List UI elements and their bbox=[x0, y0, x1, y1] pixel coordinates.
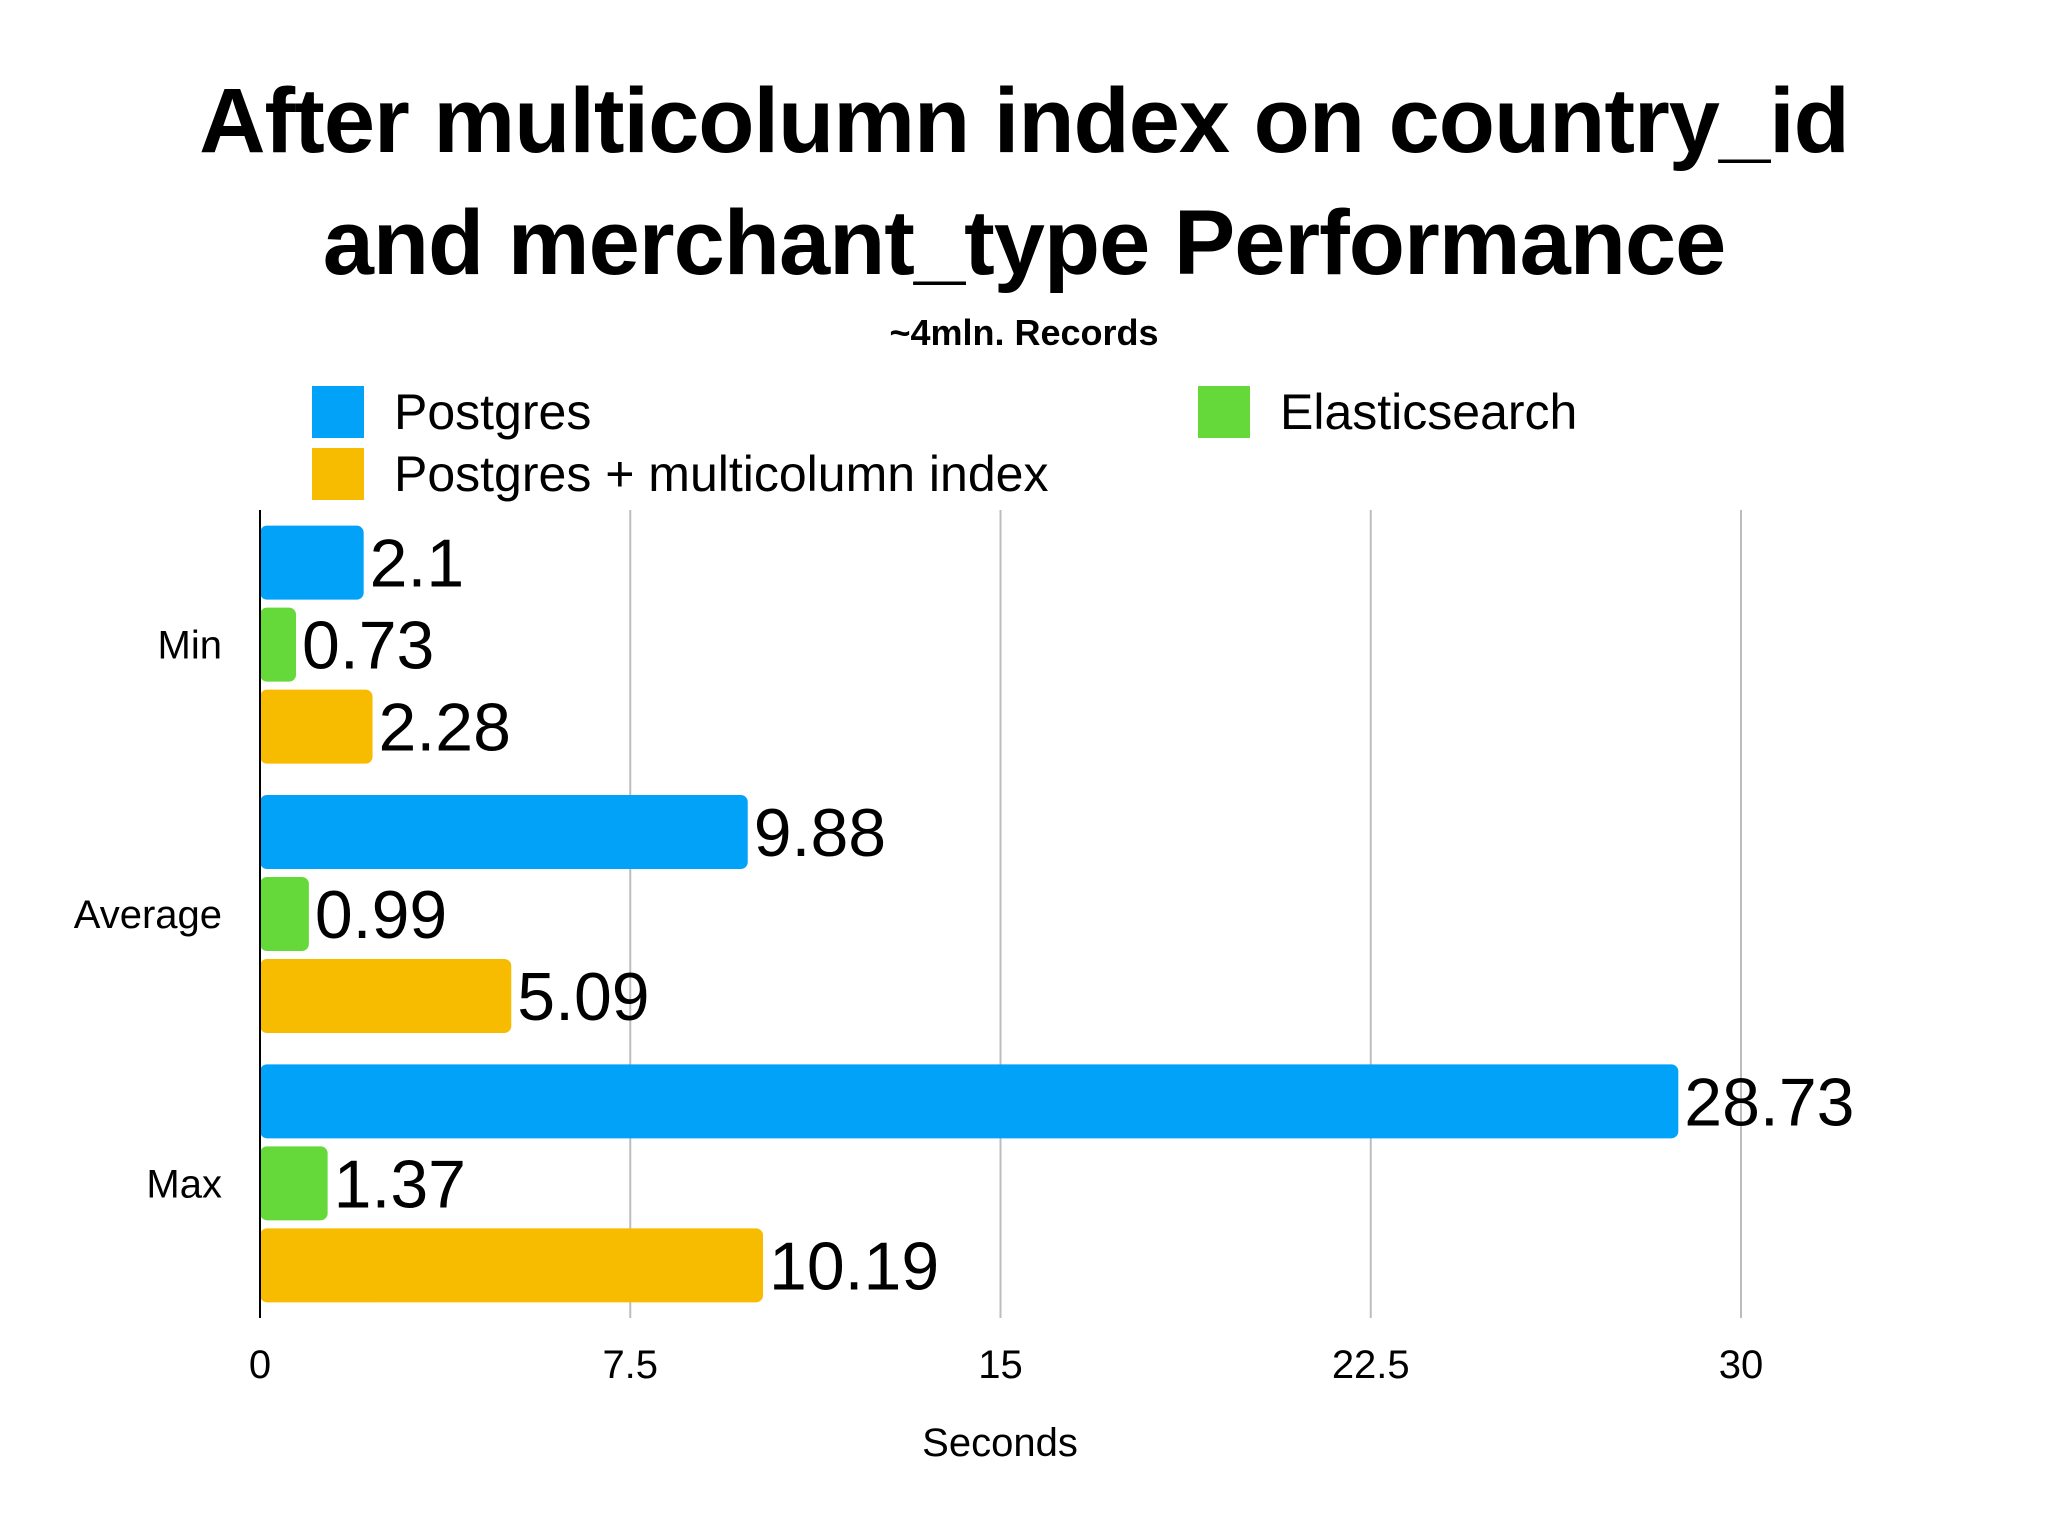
bar-average-postgres bbox=[260, 795, 748, 869]
grid-lines bbox=[629, 510, 1742, 1318]
chart-title-line-1: After multicolumn index on country_id bbox=[199, 70, 1850, 172]
category-label-average: Average bbox=[74, 893, 222, 937]
x-tick-label-1: 7.5 bbox=[602, 1343, 658, 1387]
data-label-min-postgres: 2.1 bbox=[370, 526, 465, 602]
data-label-min-elasticsearch: 0.73 bbox=[302, 608, 434, 684]
legend-swatch-elasticsearch bbox=[1198, 386, 1250, 438]
data-label-average-postgres-multicolumn-index: 5.09 bbox=[517, 959, 649, 1035]
legend-swatch-postgres bbox=[312, 386, 364, 438]
x-tick-label-4: 30 bbox=[1719, 1343, 1764, 1387]
bar-min-elasticsearch bbox=[260, 607, 297, 682]
bar-min-postgres-multicolumn-index bbox=[260, 689, 373, 764]
bar-max-elasticsearch bbox=[260, 1146, 328, 1221]
chart-subtitle: ~4mln. Records bbox=[889, 312, 1159, 353]
x-tick-label-2: 15 bbox=[978, 1343, 1023, 1387]
category-label-max: Max bbox=[146, 1162, 222, 1206]
data-label-min-postgres-multicolumn-index: 2.28 bbox=[379, 690, 511, 766]
data-label-average-postgres: 9.88 bbox=[754, 795, 886, 871]
legend-label-postgres-multicolumn: Postgres + multicolumn index bbox=[394, 446, 1049, 502]
data-label-max-postgres-multicolumn-index: 10.19 bbox=[769, 1228, 939, 1304]
data-label-max-elasticsearch: 1.37 bbox=[334, 1146, 466, 1222]
bar-max-postgres-multicolumn-index bbox=[260, 1228, 764, 1303]
chart-title-line-2: and merchant_type Performance bbox=[322, 192, 1727, 294]
legend-swatch-postgres-multicolumn bbox=[312, 448, 364, 500]
legend-label-postgres: Postgres bbox=[394, 384, 592, 440]
bar-min-postgres bbox=[260, 525, 364, 600]
bar-max-postgres bbox=[260, 1064, 1679, 1139]
bar-average-postgres-multicolumn-index bbox=[260, 959, 512, 1033]
x-axis-title: Seconds bbox=[922, 1421, 1078, 1465]
legend-label-elasticsearch: Elasticsearch bbox=[1280, 384, 1578, 440]
data-label-average-elasticsearch: 0.99 bbox=[315, 877, 447, 953]
legend-item-postgres: Postgres bbox=[312, 382, 591, 442]
legend-item-postgres-multicolumn: Postgres + multicolumn index bbox=[312, 444, 1048, 504]
legend-item-elasticsearch: Elasticsearch bbox=[1198, 382, 1577, 442]
category-label-min: Min bbox=[158, 624, 222, 668]
bar-average-elasticsearch bbox=[260, 877, 309, 951]
labels: 0 7.5 15 22.5 30 2.10.732.28 Min 9.88 0.99 5.09 Av… bbox=[74, 526, 1855, 1387]
bars bbox=[260, 525, 1679, 1303]
data-label-max-postgres: 28.73 bbox=[1684, 1064, 1854, 1140]
x-tick-label-0: 0 bbox=[249, 1343, 271, 1387]
x-tick-label-3: 22.5 bbox=[1332, 1343, 1410, 1387]
